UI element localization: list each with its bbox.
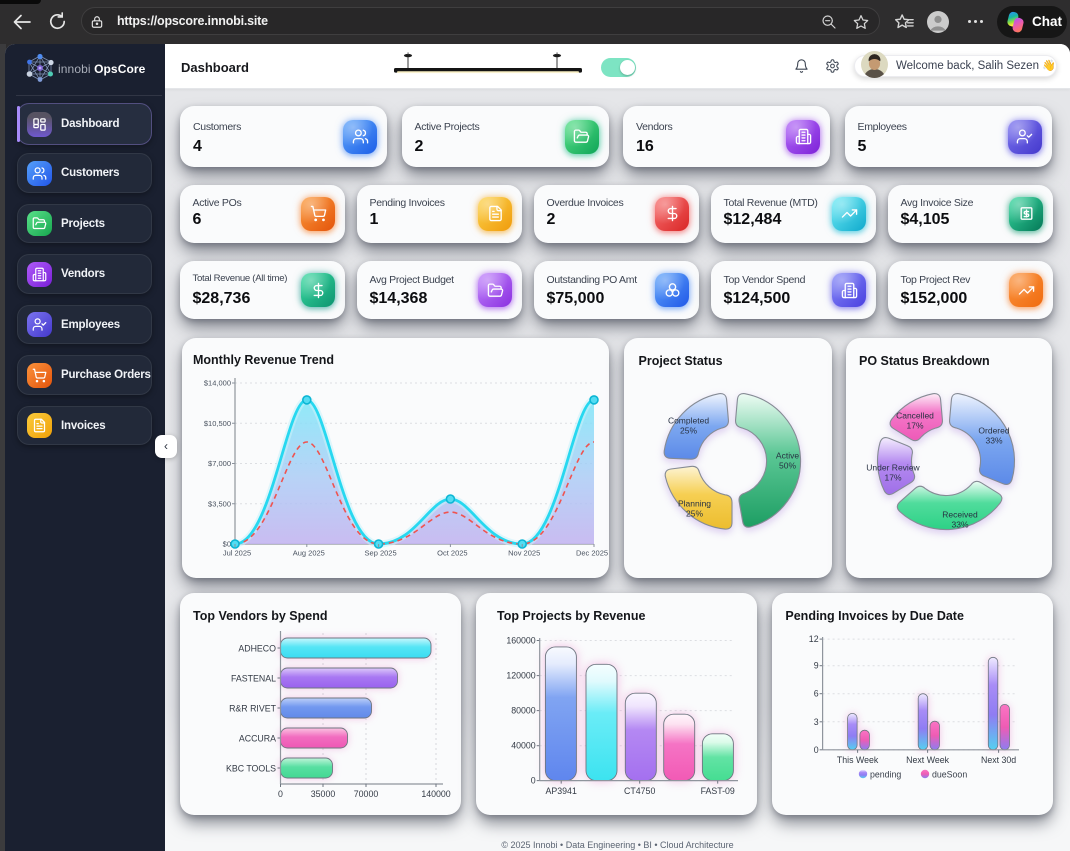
svg-text:25%: 25% — [679, 425, 696, 435]
svg-text:Under Review: Under Review — [866, 462, 920, 472]
svg-text:pending: pending — [870, 770, 901, 780]
svg-text:R&R RIVET: R&R RIVET — [229, 704, 277, 714]
svg-text:17%: 17% — [906, 420, 923, 430]
svg-text:120000: 120000 — [507, 671, 536, 681]
svg-text:0: 0 — [814, 745, 819, 755]
svg-text:35000: 35000 — [311, 789, 336, 799]
svg-text:Dec 2025: Dec 2025 — [576, 548, 608, 557]
svg-text:Nov 2025: Nov 2025 — [508, 548, 540, 557]
svg-text:70000: 70000 — [354, 789, 379, 799]
svg-text:33%: 33% — [951, 519, 968, 529]
svg-text:3: 3 — [814, 717, 819, 727]
svg-text:$10,500: $10,500 — [204, 418, 231, 427]
svg-text:Aug 2025: Aug 2025 — [293, 548, 325, 557]
svg-text:Active: Active — [775, 450, 798, 460]
svg-text:Jul 2025: Jul 2025 — [223, 548, 251, 557]
svg-text:This Week: This Week — [837, 755, 879, 765]
svg-text:80000: 80000 — [512, 706, 537, 716]
svg-text:$7,000: $7,000 — [208, 459, 231, 468]
svg-text:ACCURA: ACCURA — [239, 734, 276, 744]
svg-text:$3,500: $3,500 — [208, 499, 231, 508]
svg-text:Cancelled: Cancelled — [896, 410, 934, 420]
svg-text:ADHECO: ADHECO — [238, 644, 276, 654]
svg-text:Planning: Planning — [677, 498, 710, 508]
svg-text:FASTENAL: FASTENAL — [231, 674, 276, 684]
svg-text:25%: 25% — [685, 508, 702, 518]
svg-text:9: 9 — [814, 661, 819, 671]
svg-text:AP3941: AP3941 — [546, 786, 577, 796]
svg-text:$14,000: $14,000 — [204, 378, 231, 387]
svg-text:KBC TOOLS: KBC TOOLS — [226, 764, 276, 774]
svg-text:FAST-09: FAST-09 — [701, 786, 735, 796]
svg-text:Next 30d: Next 30d — [981, 755, 1016, 765]
svg-text:140000: 140000 — [421, 789, 450, 799]
svg-text:dueSoon: dueSoon — [932, 770, 967, 780]
svg-text:Next Week: Next Week — [907, 755, 950, 765]
svg-text:Ordered: Ordered — [978, 425, 1009, 435]
svg-text:$0: $0 — [223, 539, 231, 548]
svg-text:160000: 160000 — [507, 636, 536, 646]
svg-text:50%: 50% — [778, 460, 795, 470]
svg-text:12: 12 — [809, 634, 819, 644]
svg-text:0: 0 — [531, 776, 536, 786]
svg-text:40000: 40000 — [512, 741, 537, 751]
svg-text:33%: 33% — [985, 435, 1002, 445]
svg-text:Sep 2025: Sep 2025 — [365, 548, 397, 557]
svg-text:CT4750: CT4750 — [624, 786, 655, 796]
svg-text:Oct 2025: Oct 2025 — [437, 548, 467, 557]
svg-text:6: 6 — [814, 689, 819, 699]
svg-text:Received: Received — [942, 509, 978, 519]
svg-text:17%: 17% — [884, 472, 901, 482]
svg-text:Completed: Completed — [667, 415, 708, 425]
svg-text:0: 0 — [278, 789, 283, 799]
